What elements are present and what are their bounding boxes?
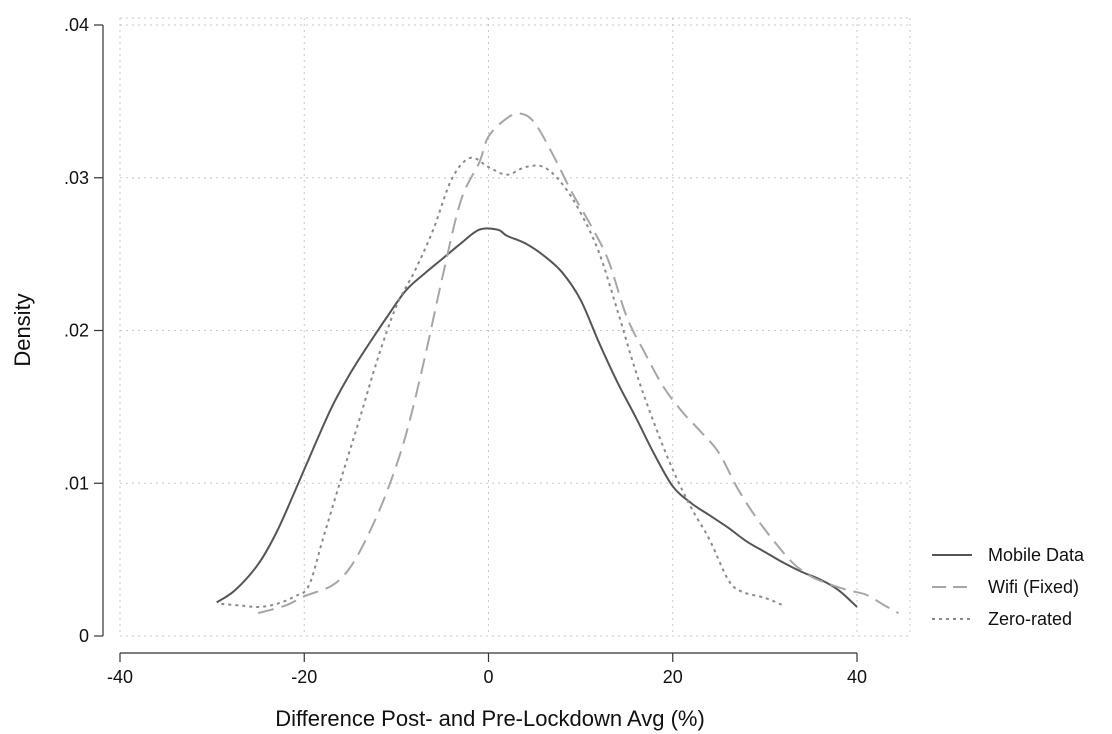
- legend-label-mobile-data: Mobile Data: [988, 545, 1085, 565]
- x-tick-label: -40: [107, 667, 133, 687]
- y-tick-label: .04: [64, 15, 89, 35]
- x-axis-title: Difference Post- and Pre-Lockdown Avg (%…: [275, 706, 705, 731]
- y-tick-label: 0: [79, 626, 89, 646]
- series-line-zero-rated: [221, 156, 784, 609]
- y-tick-label: .03: [64, 168, 89, 188]
- y-axis-ticks: 0 .01 .02 .03 .04: [64, 15, 103, 646]
- series-lines: [216, 112, 899, 615]
- series-line-mobile-data: [216, 227, 858, 608]
- legend-label-zero-rated: Zero-rated: [988, 609, 1072, 629]
- legend-item-zero-rated: Zero-rated: [932, 609, 1072, 629]
- legend-item-mobile-data: Mobile Data: [932, 545, 1085, 565]
- x-tick-label: 20: [663, 667, 683, 687]
- axes: [102, 25, 857, 654]
- series-line-wifi-fixed: [257, 112, 899, 615]
- legend-item-wifi-fixed: Wifi (Fixed): [932, 577, 1079, 597]
- legend-label-wifi-fixed: Wifi (Fixed): [988, 577, 1079, 597]
- legend: Mobile Data Wifi (Fixed) Zero-rated: [932, 545, 1085, 629]
- y-tick-label: .02: [64, 321, 89, 341]
- y-axis-title: Density: [10, 293, 35, 366]
- gridlines: [119, 17, 911, 637]
- x-axis-ticks: -40 -20 0 20 40: [107, 653, 867, 687]
- x-tick-label: -20: [291, 667, 317, 687]
- y-tick-label: .01: [64, 473, 89, 493]
- x-tick-label: 40: [847, 667, 867, 687]
- x-tick-label: 0: [483, 667, 493, 687]
